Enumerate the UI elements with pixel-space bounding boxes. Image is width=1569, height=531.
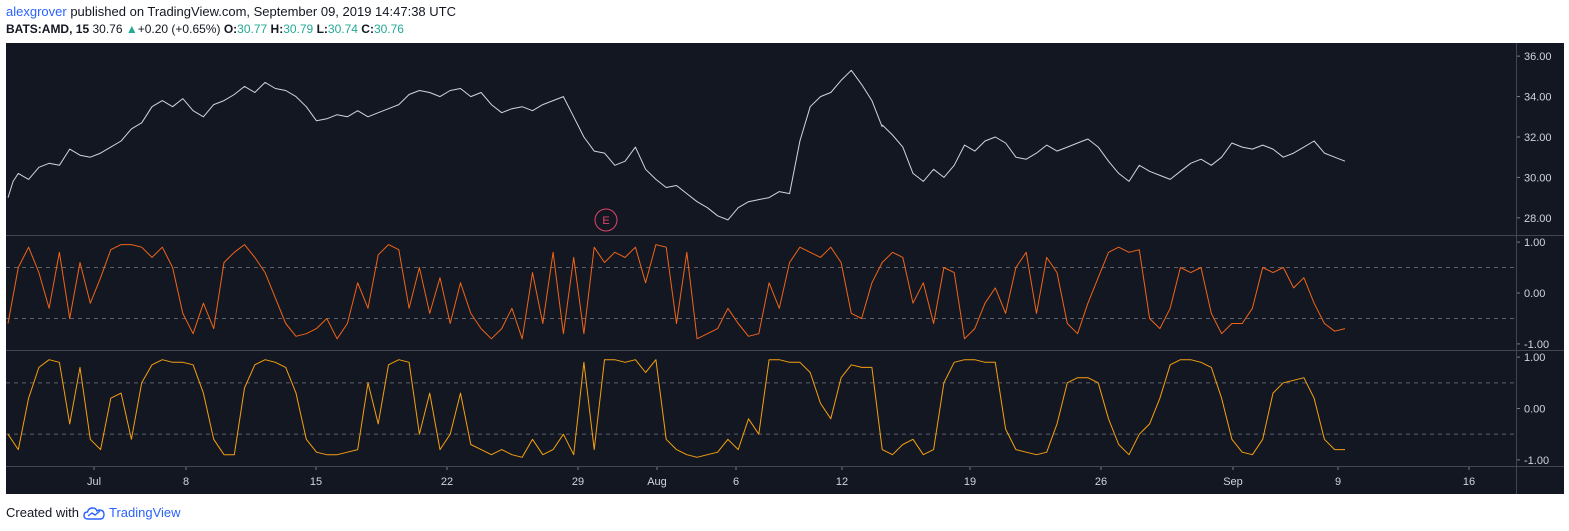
x-tick-label: Aug bbox=[647, 476, 667, 488]
created-with-text: Created with bbox=[6, 505, 79, 520]
x-tick-label: Sep bbox=[1223, 476, 1243, 488]
earnings-label: E bbox=[602, 215, 609, 227]
tradingview-cloud-icon[interactable] bbox=[83, 506, 105, 520]
close-value: 30.76 bbox=[373, 22, 404, 36]
x-tick-label: 9 bbox=[1335, 476, 1341, 488]
published-text: published on TradingView.com, September … bbox=[66, 4, 456, 19]
x-tick-label: 16 bbox=[1463, 476, 1475, 488]
y-tick-label: 34.00 bbox=[1524, 92, 1552, 104]
tradingview-brand-link[interactable]: TradingView bbox=[108, 505, 181, 520]
up-triangle-icon: ▲ bbox=[125, 22, 138, 36]
open-value: 30.77 bbox=[237, 22, 268, 36]
y-tick-label: 32.00 bbox=[1524, 132, 1552, 144]
oscillator-2-line[interactable] bbox=[7, 359, 1345, 458]
x-tick-label: 29 bbox=[572, 476, 584, 488]
x-tick-label: 26 bbox=[1095, 476, 1107, 488]
y-tick-label: -1.00 bbox=[1524, 339, 1549, 351]
y-tick-label: 30.00 bbox=[1524, 172, 1552, 184]
x-tick-label: 12 bbox=[836, 476, 848, 488]
pane-separators bbox=[6, 43, 1564, 494]
x-tick-label: 19 bbox=[964, 476, 976, 488]
x-tick-label: 22 bbox=[441, 476, 453, 488]
open-label: O: bbox=[223, 22, 238, 36]
oscillator-1-pane[interactable]: 1.00 0.00 -1.00 bbox=[6, 237, 1549, 351]
price-change: +0.20 (+0.65%) bbox=[137, 22, 221, 36]
y-tick-label: -1.00 bbox=[1524, 455, 1549, 467]
x-tick-label: 8 bbox=[183, 476, 189, 488]
y-tick-label: 0.00 bbox=[1524, 404, 1545, 416]
low-value: 30.74 bbox=[327, 22, 358, 36]
earnings-circle[interactable] bbox=[594, 208, 618, 232]
x-tick-label: Jul bbox=[87, 476, 101, 488]
symbol-info-bar: BATS:AMD, 15 30.76 ▲+0.20 (+0.65%) O:30.… bbox=[6, 21, 404, 37]
high-label: H: bbox=[270, 22, 284, 36]
low-label: L: bbox=[316, 22, 328, 36]
time-axis[interactable]: Jul 8 15 22 29 Aug 6 12 19 26 Sep 9 16 bbox=[87, 466, 1475, 488]
x-tick-label: 15 bbox=[310, 476, 322, 488]
y-tick-label: 0.00 bbox=[1524, 288, 1545, 300]
x-tick-label: 6 bbox=[733, 476, 739, 488]
price-line[interactable] bbox=[881, 124, 1346, 182]
oscillator-2-pane[interactable]: 1.00 0.00 -1.00 bbox=[6, 352, 1549, 467]
y-tick-label: 28.00 bbox=[1524, 213, 1552, 225]
author-link[interactable]: alexgrover bbox=[6, 4, 67, 19]
last-price: 30.76 bbox=[92, 22, 123, 36]
high-value: 30.79 bbox=[283, 22, 314, 36]
earnings-marker[interactable]: E bbox=[594, 208, 618, 232]
y-tick-label: 1.00 bbox=[1524, 237, 1545, 249]
price-line[interactable] bbox=[7, 69, 883, 221]
y-tick-label: 1.00 bbox=[1524, 352, 1545, 364]
oscillator-1-line[interactable] bbox=[7, 244, 1346, 340]
close-label: C: bbox=[361, 22, 374, 36]
footer: Created with TradingView bbox=[6, 505, 181, 520]
chart-background bbox=[6, 43, 1564, 494]
y-tick-label: 36.00 bbox=[1524, 51, 1552, 63]
publish-header: alexgrover published on TradingView.com,… bbox=[6, 3, 456, 20]
symbol-name[interactable]: BATS:AMD, 15 bbox=[6, 22, 90, 36]
